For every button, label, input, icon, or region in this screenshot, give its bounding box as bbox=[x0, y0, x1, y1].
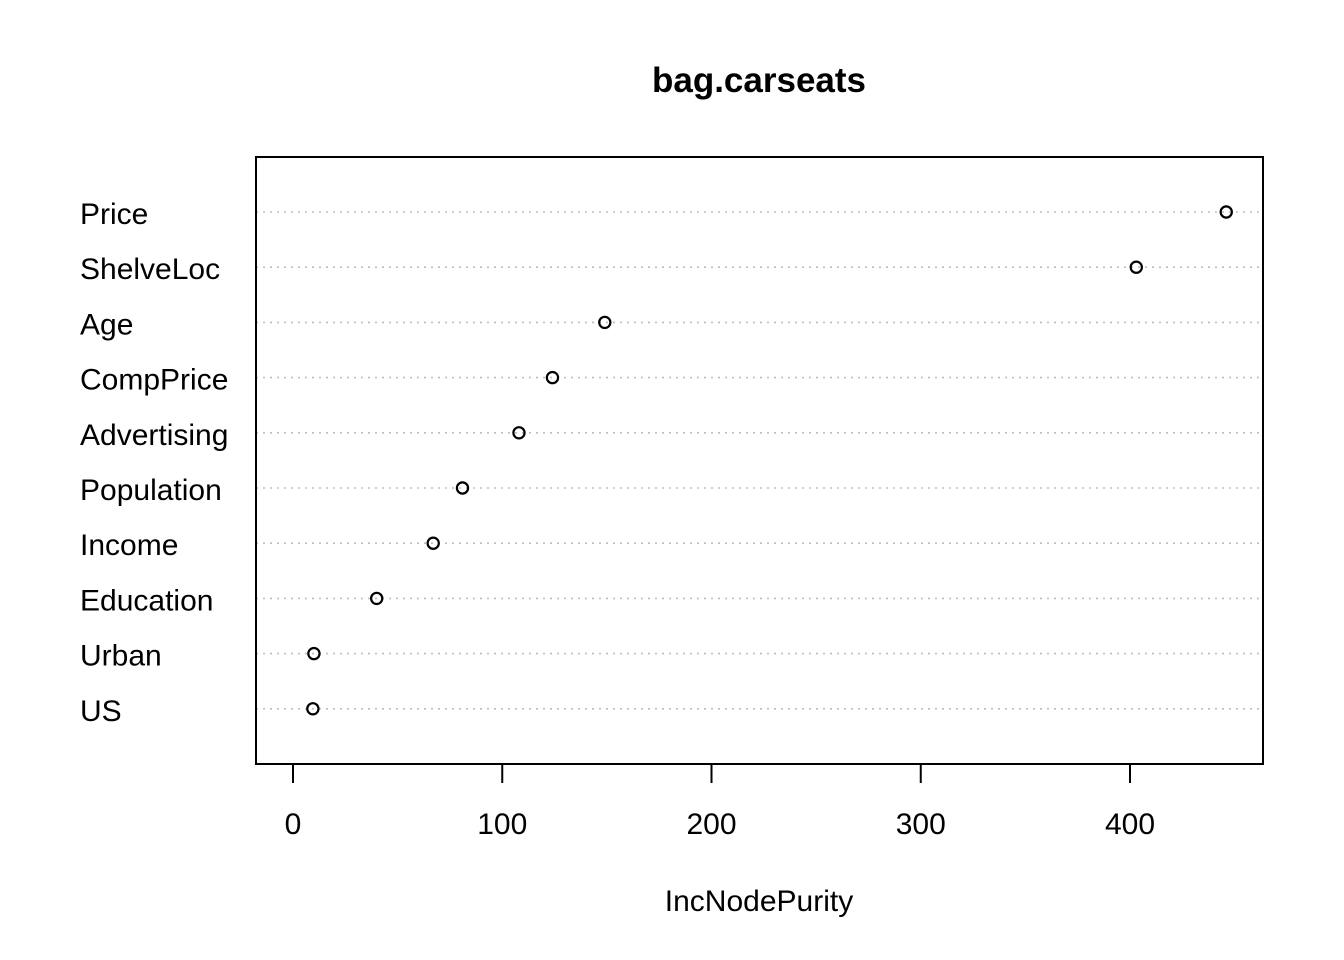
category-label: Price bbox=[80, 198, 148, 231]
data-point bbox=[545, 370, 560, 385]
plot-frame bbox=[255, 156, 1264, 765]
data-point bbox=[1129, 260, 1143, 274]
data-point bbox=[307, 646, 321, 661]
category-label: Education bbox=[80, 584, 213, 617]
category-label: Income bbox=[80, 529, 178, 562]
data-point bbox=[426, 536, 440, 550]
category-label: Advertising bbox=[80, 419, 228, 452]
category-label: Population bbox=[80, 474, 222, 507]
category-label: Age bbox=[80, 308, 133, 341]
data-point bbox=[598, 315, 612, 330]
category-labels: Price ShelveLoc Age CompPrice Advertising Pop… bbox=[80, 198, 228, 728]
x-tick-label: 100 bbox=[477, 808, 527, 841]
data-points bbox=[306, 205, 1233, 716]
chart-title: bag.carseats bbox=[652, 61, 866, 100]
data-point bbox=[455, 481, 470, 495]
data-point bbox=[306, 702, 320, 716]
category-label: US bbox=[80, 695, 122, 728]
data-point bbox=[370, 591, 384, 606]
category-label: CompPrice bbox=[80, 364, 228, 397]
x-tick-label: 400 bbox=[1105, 808, 1155, 841]
x-axis-label: IncNodePurity bbox=[665, 885, 853, 918]
category-label: ShelveLoc bbox=[80, 253, 220, 286]
grid-lines bbox=[256, 211, 1263, 710]
x-tick-label: 300 bbox=[896, 808, 946, 841]
x-axis: 0 100 200 300 400 bbox=[285, 763, 1155, 841]
data-point bbox=[1219, 205, 1233, 219]
data-point bbox=[512, 426, 526, 440]
x-tick-label: 0 bbox=[285, 808, 302, 841]
x-tick-label: 200 bbox=[686, 808, 736, 841]
category-label: Urban bbox=[80, 640, 162, 673]
